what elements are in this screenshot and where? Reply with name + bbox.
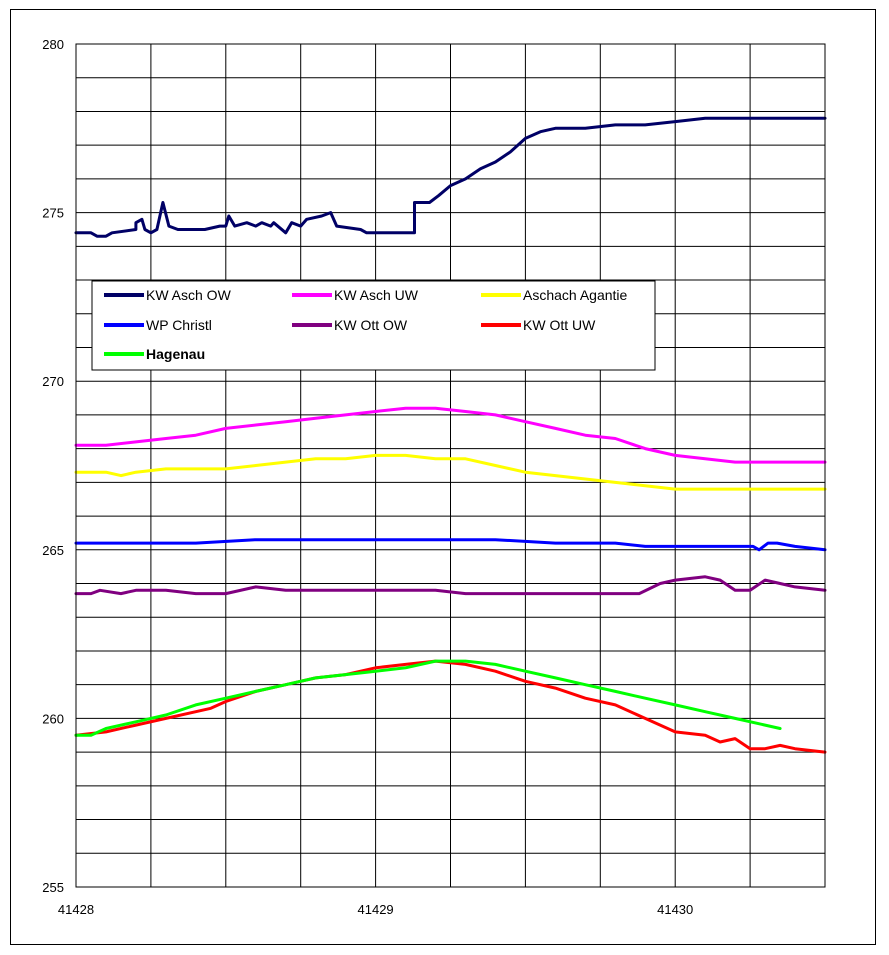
tick-labels: 255 260 265 270 275 280 41428 41429 41430 xyxy=(42,37,693,917)
legend-label: KW Asch UW xyxy=(334,287,419,303)
legend-label: KW Ott OW xyxy=(334,317,408,333)
x-tick-label: 41430 xyxy=(657,902,693,917)
legend-label: KW Ott UW xyxy=(523,317,596,333)
chart-frame xyxy=(10,9,876,945)
grid xyxy=(76,44,825,887)
legend-box xyxy=(91,280,656,371)
x-tick-label: 41428 xyxy=(58,902,94,917)
y-tick-label: 280 xyxy=(42,37,64,52)
y-tick-label: 270 xyxy=(42,374,64,389)
series-line-hagenau xyxy=(74,659,782,737)
legend-label: WP Christl xyxy=(146,317,212,333)
legend-label: KW Asch OW xyxy=(146,287,232,303)
series-line-kw-asch-uw xyxy=(74,406,827,464)
plot-border xyxy=(75,43,826,888)
legend: KW Asch OW KW Asch UW Aschach Agantie WP Ch… xyxy=(91,280,656,371)
series-line-kw-asch-ow xyxy=(74,116,827,238)
legend-label: Aschach Agantie xyxy=(523,287,628,303)
y-tick-label: 275 xyxy=(42,206,64,221)
legend-label: Hagenau xyxy=(146,346,205,362)
series-line-kw-ott-ow xyxy=(74,575,827,596)
y-tick-label: 255 xyxy=(42,880,64,895)
series-layer xyxy=(74,116,827,754)
y-tick-label: 260 xyxy=(42,711,64,726)
series-line-aschach-agantie xyxy=(74,453,827,491)
series-line-wp-christl xyxy=(74,538,827,552)
series-line-kw-ott-uw xyxy=(74,659,827,754)
y-tick-label: 265 xyxy=(42,543,64,558)
x-tick-label: 41429 xyxy=(358,902,394,917)
